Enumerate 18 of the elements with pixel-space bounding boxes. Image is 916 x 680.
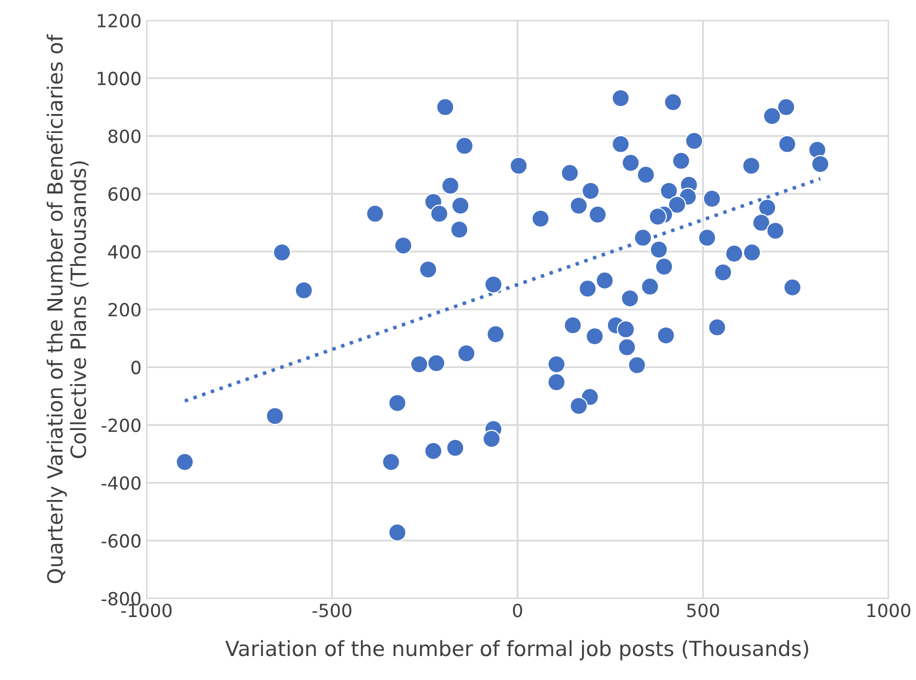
x-axis-title: Variation of the number of formal job posts (Thousands) bbox=[225, 640, 808, 660]
y-tick-label: 400 bbox=[108, 245, 140, 259]
y-tick-label: 200 bbox=[108, 302, 140, 317]
y-tick-label: -600 bbox=[102, 534, 140, 548]
x-tick-label: -500 bbox=[312, 604, 352, 618]
y-tick-label: 1200 bbox=[98, 14, 140, 28]
x-tick-label: 500 bbox=[687, 604, 720, 618]
y-tick-label: -200 bbox=[102, 418, 140, 432]
x-tick-label: -1000 bbox=[121, 604, 172, 618]
x-tick-label: 0 bbox=[512, 604, 522, 618]
y-tick-label: 800 bbox=[108, 129, 140, 144]
y-tick-label: 0 bbox=[131, 360, 140, 374]
y-tick-label: -800 bbox=[102, 592, 140, 606]
x-tick-label: 1000 bbox=[868, 604, 910, 618]
y-tick-label: 600 bbox=[108, 187, 140, 201]
y-tick-label: 1000 bbox=[98, 72, 140, 86]
y-axis-title: Quarterly Variation of the Number of Beneficiaries of Collective Plans (Thousands) bbox=[46, 34, 89, 584]
y-tick-label: -400 bbox=[102, 476, 140, 490]
